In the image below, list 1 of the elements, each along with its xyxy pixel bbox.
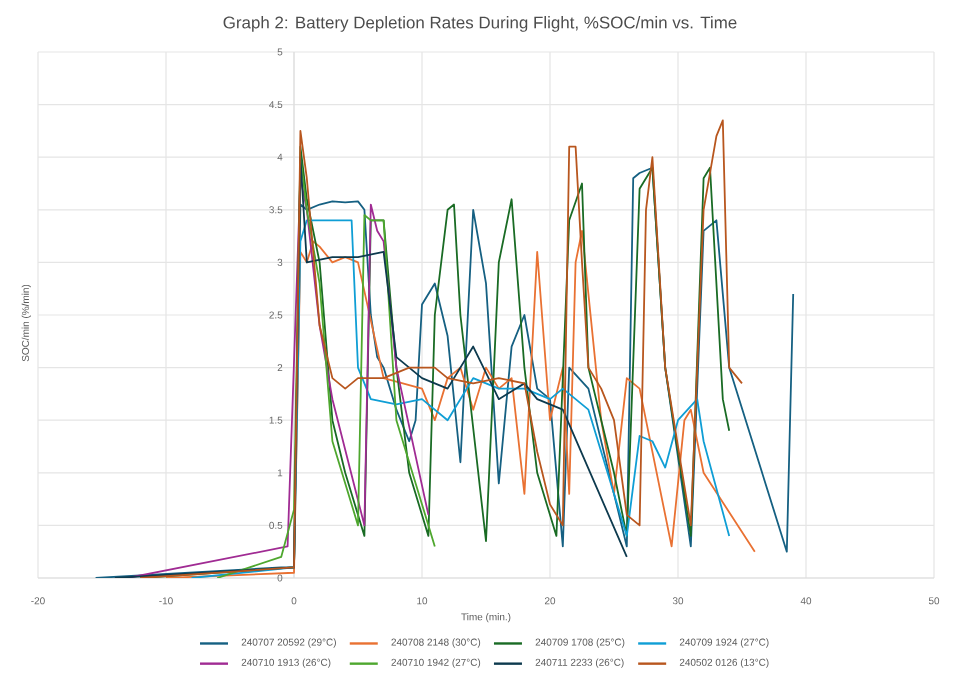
chart-title: Graph 2: Battery Depletion Rates During Flight, %SOC/min vs. Time xyxy=(223,16,737,32)
